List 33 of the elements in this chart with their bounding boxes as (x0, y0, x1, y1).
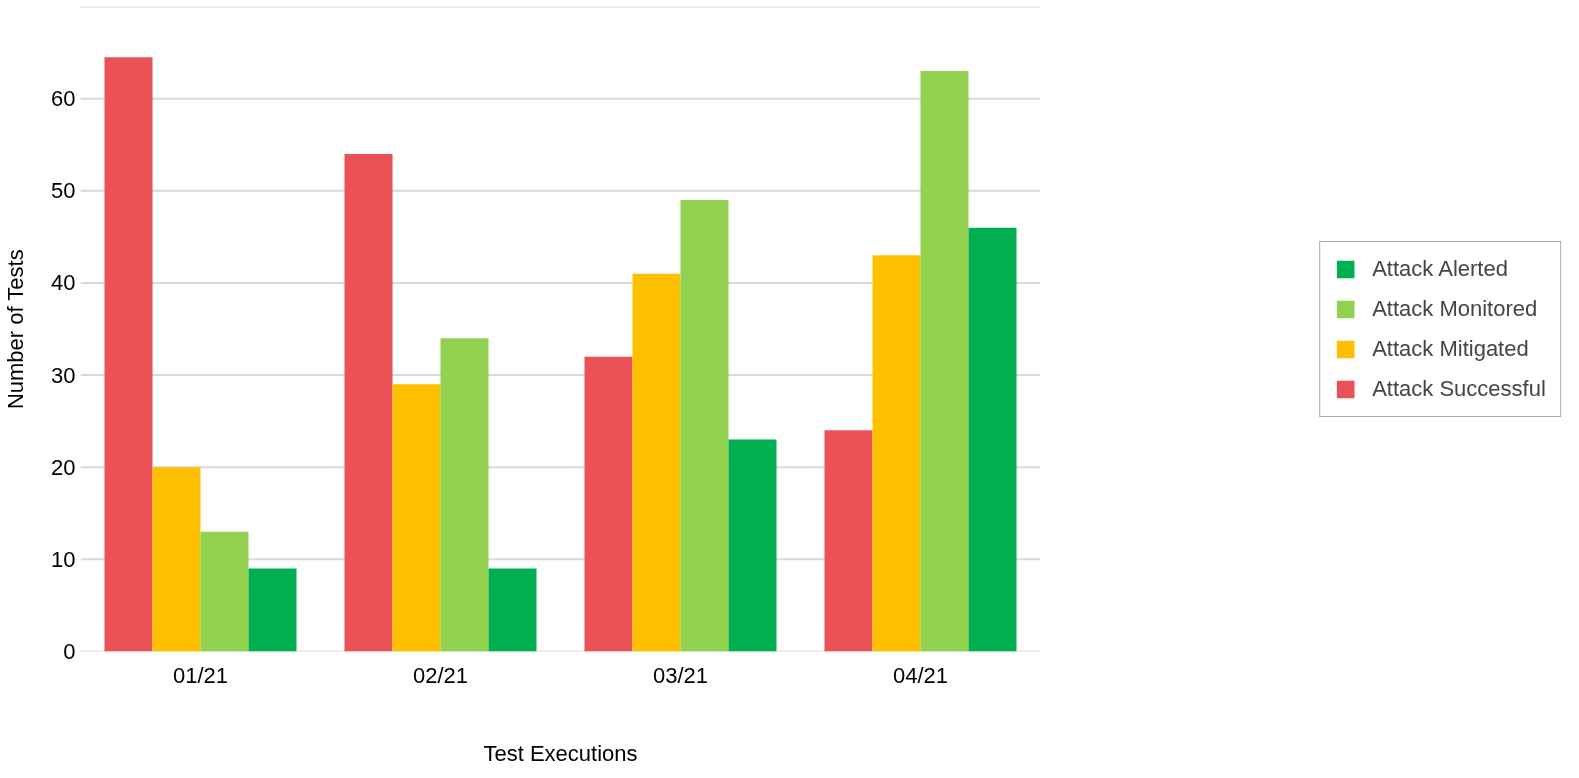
bar (104, 57, 153, 652)
bar (248, 568, 297, 652)
bar (488, 568, 537, 652)
bar (824, 430, 873, 652)
y-tick-label: 40 (51, 270, 76, 296)
y-tick-label: 10 (51, 546, 76, 572)
y-tick-label: 0 (63, 639, 76, 664)
y-tick-label: 20 (51, 454, 76, 480)
bar (200, 531, 249, 652)
x-axis-title: Test Executions (483, 740, 638, 766)
x-tick-label: 02/21 (412, 662, 469, 688)
bar (440, 338, 489, 652)
bar (872, 255, 921, 652)
bar (680, 200, 729, 652)
bar (344, 153, 393, 652)
bar (728, 439, 777, 652)
y-tick-label: 30 (51, 362, 76, 388)
legend-label: Attack Mitigated (1372, 335, 1529, 362)
y-tick-label: 50 (51, 178, 76, 204)
y-tick-label: 60 (51, 86, 76, 112)
y-axis-title: Number of Tests (3, 249, 29, 410)
legend-label: Attack Alerted (1372, 255, 1508, 282)
x-tick-label: 03/21 (652, 662, 709, 688)
bar (920, 71, 969, 652)
x-tick-label: 01/21 (172, 662, 229, 688)
bar (392, 384, 441, 652)
bar (152, 467, 201, 652)
bar (968, 227, 1017, 652)
x-tick-label: 04/21 (892, 662, 949, 688)
bar (632, 273, 681, 652)
bar (584, 356, 633, 652)
legend-label: Attack Successful (1372, 375, 1546, 402)
legend-label: Attack Monitored (1372, 295, 1538, 322)
